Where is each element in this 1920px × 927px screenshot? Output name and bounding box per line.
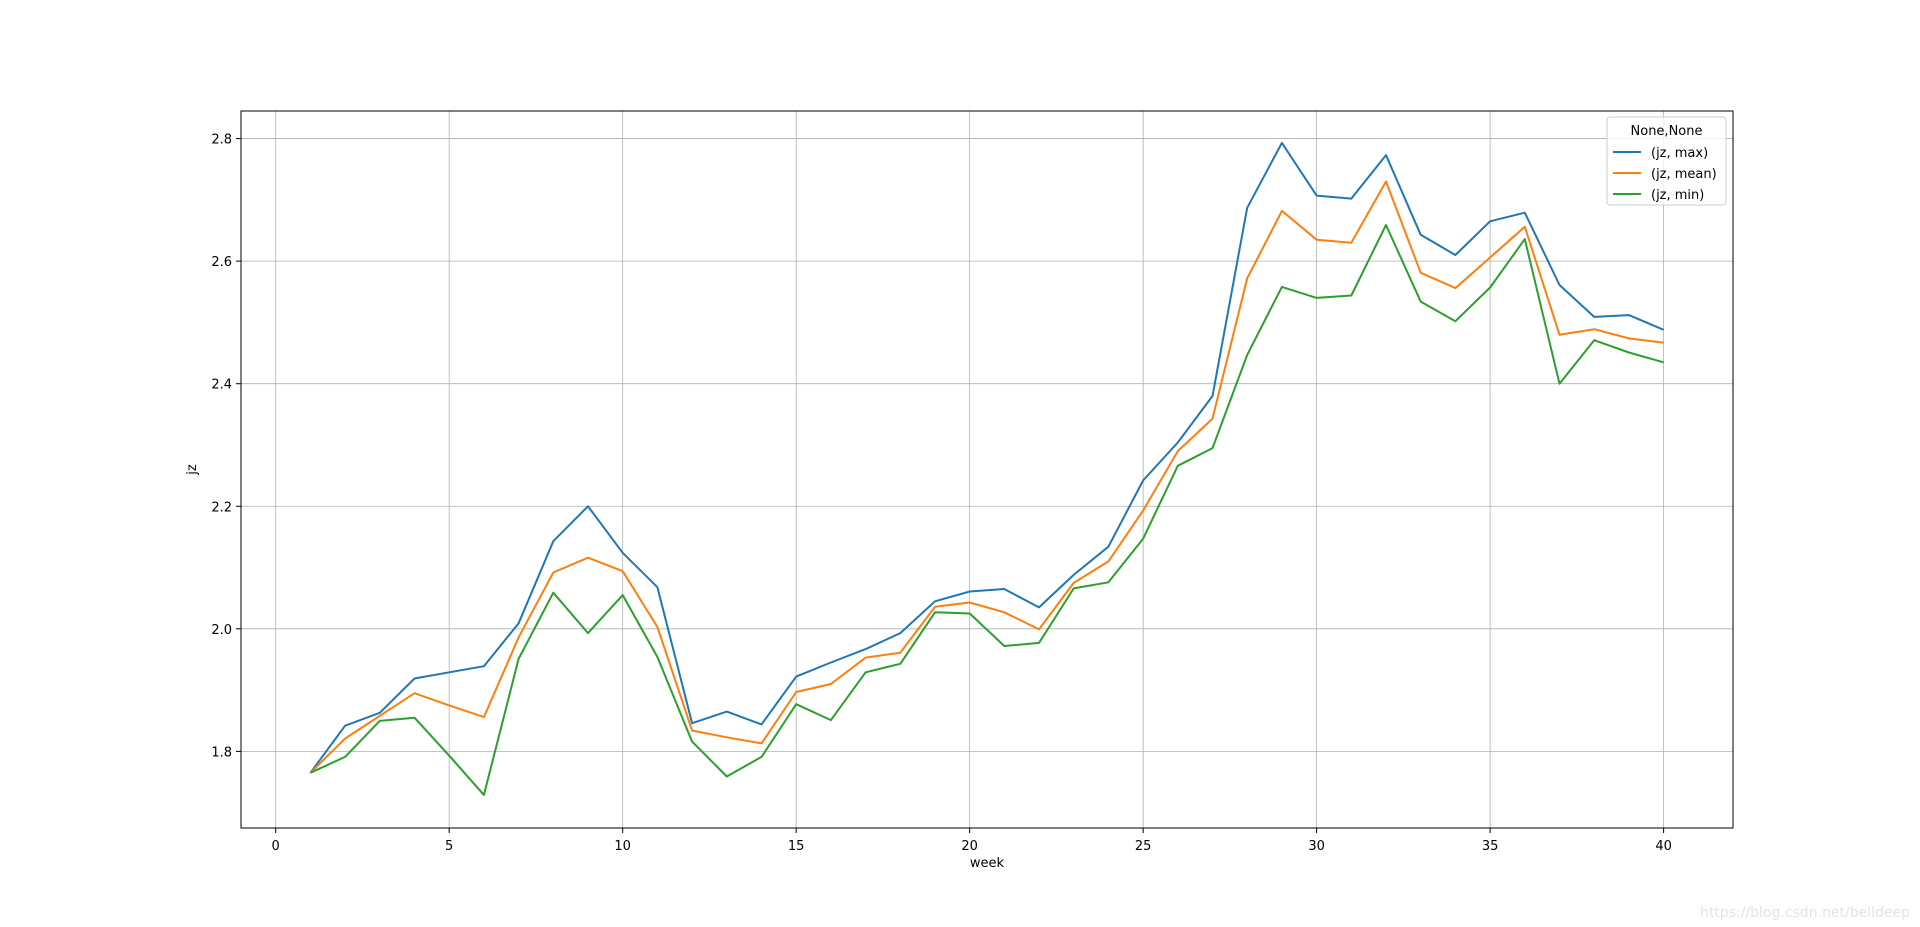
x-axis-label: week bbox=[970, 856, 1005, 871]
series-line bbox=[309, 224, 1664, 796]
x-tick-label: 25 bbox=[1135, 839, 1152, 854]
watermark-text: https://blog.csdn.net/belldeep bbox=[1699, 905, 1910, 921]
y-axis-label: jz bbox=[185, 464, 200, 476]
y-tick-label: 2.2 bbox=[211, 500, 232, 515]
x-tick-label: 10 bbox=[614, 839, 631, 854]
series-lines bbox=[309, 141, 1664, 796]
series-line bbox=[309, 141, 1664, 774]
legend-box bbox=[1606, 116, 1727, 206]
x-tick-label: 40 bbox=[1655, 839, 1672, 854]
series-line bbox=[309, 180, 1664, 774]
x-tick-label: 0 bbox=[272, 839, 280, 854]
y-axis-ticks: 1.8 2.0 2.2 2.4 2.6 2.8 bbox=[211, 133, 241, 760]
grid-lines bbox=[241, 111, 1733, 828]
y-tick-label: 2.8 bbox=[211, 133, 232, 148]
legend-items: (jz, max) (jz, mean) (jz, min) bbox=[1613, 146, 1717, 203]
y-tick-label: 1.8 bbox=[211, 745, 232, 760]
x-axis-ticks: 0 5 10 15 20 25 30 35 40 bbox=[272, 828, 1672, 854]
legend-entry: (jz, min) bbox=[1651, 188, 1704, 203]
x-tick-label: 20 bbox=[961, 839, 978, 854]
plot-frame bbox=[240, 110, 1734, 829]
legend-title: None,None bbox=[1631, 124, 1703, 139]
x-tick-label: 5 bbox=[445, 839, 453, 854]
y-tick-label: 2.6 bbox=[211, 255, 232, 270]
x-tick-label: 35 bbox=[1482, 839, 1499, 854]
y-tick-label: 2.0 bbox=[211, 623, 232, 638]
legend-entry: (jz, max) bbox=[1651, 146, 1708, 161]
x-tick-label: 30 bbox=[1308, 839, 1325, 854]
y-tick-label: 2.4 bbox=[211, 378, 232, 393]
legend: None,None (jz, max) (jz, mean) (jz, min) bbox=[1606, 116, 1727, 206]
x-tick-label: 15 bbox=[788, 839, 805, 854]
legend-entry: (jz, mean) bbox=[1651, 167, 1717, 182]
